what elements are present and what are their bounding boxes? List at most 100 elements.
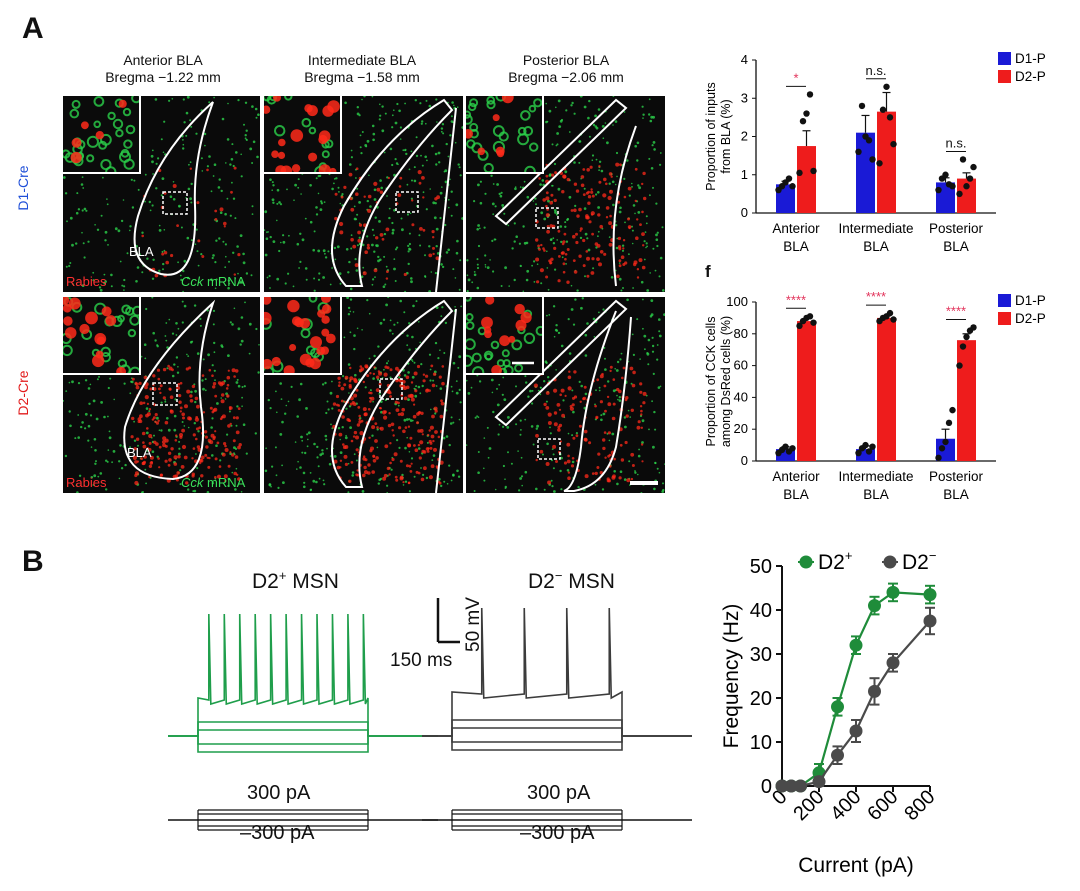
rabies-cell bbox=[641, 210, 644, 214]
cck-cell bbox=[299, 232, 302, 235]
cck-cell bbox=[619, 358, 622, 361]
trace2-title-rest: MSN bbox=[562, 570, 615, 593]
rabies-cell bbox=[375, 456, 379, 460]
cck-cell bbox=[649, 194, 651, 197]
rabies-cell bbox=[183, 455, 188, 460]
cck-cell bbox=[458, 418, 461, 421]
rabies-cell bbox=[376, 187, 381, 192]
rabies-cell bbox=[431, 383, 436, 388]
cck-cell bbox=[476, 263, 479, 266]
rabies-cell bbox=[611, 416, 616, 421]
cck-cell bbox=[529, 389, 532, 393]
rabies-cell bbox=[384, 365, 388, 369]
cck-cell bbox=[469, 98, 479, 108]
step-high-label-1: 300 pA bbox=[247, 782, 311, 804]
cck-cell bbox=[502, 376, 505, 379]
rabies-cell bbox=[157, 419, 160, 422]
cck-cell bbox=[322, 249, 326, 253]
cck-cell bbox=[500, 191, 503, 194]
rabies-cell bbox=[419, 428, 424, 433]
cck-cell bbox=[627, 409, 630, 412]
cck-cell bbox=[349, 426, 352, 429]
cck-cell bbox=[119, 150, 131, 163]
cck-cell bbox=[371, 228, 374, 231]
cck-cell bbox=[178, 447, 181, 450]
cck-cell bbox=[543, 217, 547, 221]
cck-cell bbox=[207, 353, 211, 357]
cck-cell bbox=[358, 201, 361, 204]
rabies-cell bbox=[152, 374, 156, 378]
cck-cell bbox=[441, 186, 443, 188]
cck-cell bbox=[617, 398, 619, 401]
cck-cell bbox=[251, 205, 254, 208]
rabies-cell bbox=[422, 379, 426, 383]
cck-cell bbox=[234, 277, 236, 280]
cck-cell bbox=[613, 470, 616, 473]
cck-cell bbox=[364, 386, 367, 389]
cck-cell bbox=[513, 222, 516, 225]
cck-cell bbox=[659, 256, 663, 260]
bar bbox=[776, 449, 795, 461]
cck-cell bbox=[391, 332, 394, 335]
cck-cell bbox=[104, 280, 107, 283]
cck-cell bbox=[98, 140, 108, 150]
rabies-cell bbox=[434, 409, 438, 413]
rabies-cell bbox=[426, 450, 430, 453]
rabies-cell bbox=[220, 399, 225, 404]
rabies-cell bbox=[566, 459, 571, 464]
cck-cell bbox=[345, 248, 349, 251]
data-point bbox=[890, 140, 897, 148]
cck-cell bbox=[411, 375, 415, 379]
rabies-cell bbox=[634, 167, 638, 171]
rabies-cell bbox=[221, 452, 226, 457]
rabies-cell bbox=[216, 474, 222, 479]
cck-cell bbox=[120, 219, 124, 223]
cck-cell bbox=[330, 423, 332, 426]
cck-cell bbox=[456, 469, 459, 473]
cck-cell bbox=[372, 400, 374, 403]
rabies-cell bbox=[235, 430, 240, 435]
cck-cell bbox=[141, 231, 144, 234]
rabies-cell bbox=[340, 399, 344, 403]
rabies-cell bbox=[588, 220, 592, 224]
cck-cell bbox=[258, 344, 260, 346]
rabies-cell bbox=[374, 422, 378, 425]
rabies-cell bbox=[337, 409, 341, 412]
cck-cell bbox=[655, 202, 658, 205]
cck-cell bbox=[334, 258, 337, 261]
trace-step bbox=[168, 735, 438, 745]
rabies-cell bbox=[321, 315, 330, 324]
cck-cell bbox=[439, 349, 441, 351]
rabies-label: Rabies bbox=[66, 475, 107, 490]
cck-cell bbox=[592, 317, 596, 321]
x-category-label: Anterior BLA bbox=[772, 469, 820, 502]
cck-cell bbox=[644, 231, 647, 234]
cck-cell bbox=[186, 96, 190, 99]
cck-cell bbox=[224, 266, 227, 269]
rabies-cell bbox=[536, 280, 540, 284]
data-point bbox=[869, 443, 876, 450]
cck-cell bbox=[286, 188, 288, 191]
rabies-cell bbox=[209, 406, 213, 410]
rabies-cell bbox=[608, 221, 613, 226]
cck-cell bbox=[265, 447, 267, 449]
cck-cell bbox=[211, 454, 214, 457]
data-point bbox=[855, 449, 862, 457]
cck-cell bbox=[597, 191, 600, 194]
cck-cell bbox=[232, 251, 235, 254]
cck-cell bbox=[266, 231, 268, 234]
cck-cell bbox=[631, 225, 633, 228]
cck-cell bbox=[180, 278, 183, 282]
cck-cell bbox=[356, 187, 359, 190]
rabies-cell bbox=[264, 105, 271, 114]
rabies-cell bbox=[582, 168, 586, 171]
cck-cell bbox=[408, 490, 411, 493]
cck-cell bbox=[268, 483, 272, 486]
rabies-cell bbox=[599, 471, 603, 475]
rabies-cell bbox=[484, 330, 492, 339]
cck-cell bbox=[492, 410, 495, 414]
rabies-cell bbox=[598, 165, 601, 168]
rabies-cell bbox=[179, 410, 182, 413]
cck-cell bbox=[327, 250, 330, 253]
rabies-cell bbox=[339, 230, 344, 235]
